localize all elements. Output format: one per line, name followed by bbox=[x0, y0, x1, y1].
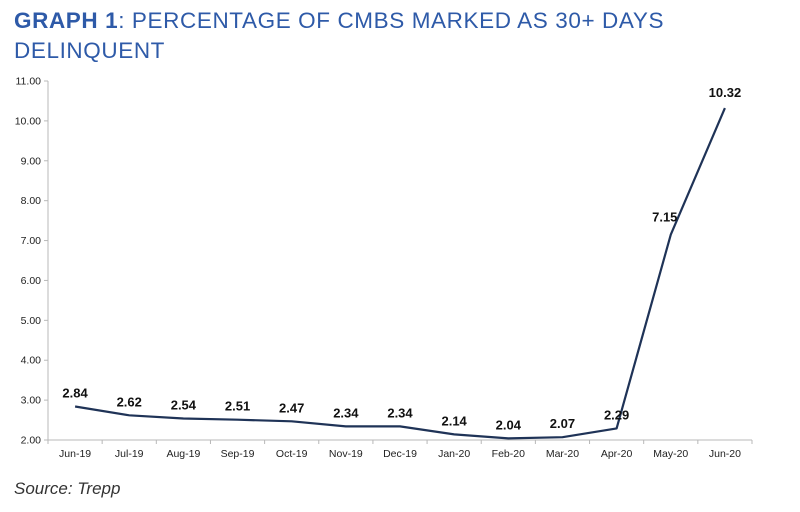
data-label: 2.07 bbox=[550, 416, 575, 431]
y-tick-label: 2.00 bbox=[21, 435, 42, 447]
x-tick-label: Aug-19 bbox=[166, 448, 200, 460]
data-labels: 2.84 2.62 2.54 2.51 2.47 2.34 2.34 2.14 2.04 2.07… bbox=[62, 85, 741, 432]
chart-title-lead: GRAPH 1 bbox=[14, 8, 119, 33]
data-label: 2.51 bbox=[225, 399, 250, 414]
series-path bbox=[74, 107, 726, 440]
x-tick-label: Apr-20 bbox=[601, 448, 633, 460]
x-tick-label: Nov-19 bbox=[329, 448, 363, 460]
y-tick-label: 9.00 bbox=[21, 155, 42, 167]
x-tick-label: Dec-19 bbox=[383, 448, 417, 460]
x-tick-label: Sep-19 bbox=[221, 448, 255, 460]
y-tick-label: 3.00 bbox=[21, 395, 42, 407]
x-axis: Jun-19 Jul-19 Aug-19 Sep-19 Oct-19 Nov-19 Dec-… bbox=[47, 439, 753, 460]
x-tick-label: Feb-20 bbox=[492, 448, 525, 460]
data-label: 2.84 bbox=[62, 385, 88, 400]
x-tick-label: Jul-19 bbox=[115, 448, 144, 460]
x-tick-label: Jun-20 bbox=[709, 448, 741, 460]
y-tick-label: 6.00 bbox=[21, 275, 42, 287]
x-tick-label: Mar-20 bbox=[546, 448, 579, 460]
series-line bbox=[74, 107, 726, 440]
y-tick-label: 7.00 bbox=[21, 235, 42, 247]
y-tick-label: 11.00 bbox=[16, 76, 42, 88]
data-label: 2.29 bbox=[604, 407, 629, 422]
data-label: 2.34 bbox=[333, 405, 359, 420]
x-tick-label: May-20 bbox=[653, 448, 688, 460]
y-tick-label: 8.00 bbox=[21, 195, 42, 207]
data-label: 10.32 bbox=[709, 85, 742, 100]
data-label: 2.14 bbox=[441, 413, 467, 428]
source-note: Source: Trepp bbox=[14, 479, 121, 498]
y-tick-label: 4.00 bbox=[21, 355, 42, 367]
data-label: 2.54 bbox=[171, 397, 197, 412]
x-tick-label: Jun-19 bbox=[59, 448, 91, 460]
data-label: 2.62 bbox=[117, 394, 142, 409]
y-axis: 2.00 3.00 4.00 5.00 6.00 7.00 8.00 9.00 10.00 11.… bbox=[15, 76, 49, 447]
x-tick-label: Jan-20 bbox=[438, 448, 470, 460]
data-label: 7.15 bbox=[652, 210, 677, 225]
data-label: 2.47 bbox=[279, 400, 304, 415]
y-tick-label: 10.00 bbox=[15, 115, 41, 127]
data-label: 2.04 bbox=[496, 417, 522, 432]
data-label: 2.34 bbox=[387, 405, 413, 420]
chart-title: GRAPH 1: PERCENTAGE OF CMBS MARKED AS 30… bbox=[14, 6, 754, 66]
chart-title-rest: : PERCENTAGE OF CMBS MARKED AS 30+ DAYS … bbox=[14, 8, 665, 63]
x-tick-label: Oct-19 bbox=[276, 448, 308, 460]
y-tick-label: 5.00 bbox=[21, 315, 42, 327]
